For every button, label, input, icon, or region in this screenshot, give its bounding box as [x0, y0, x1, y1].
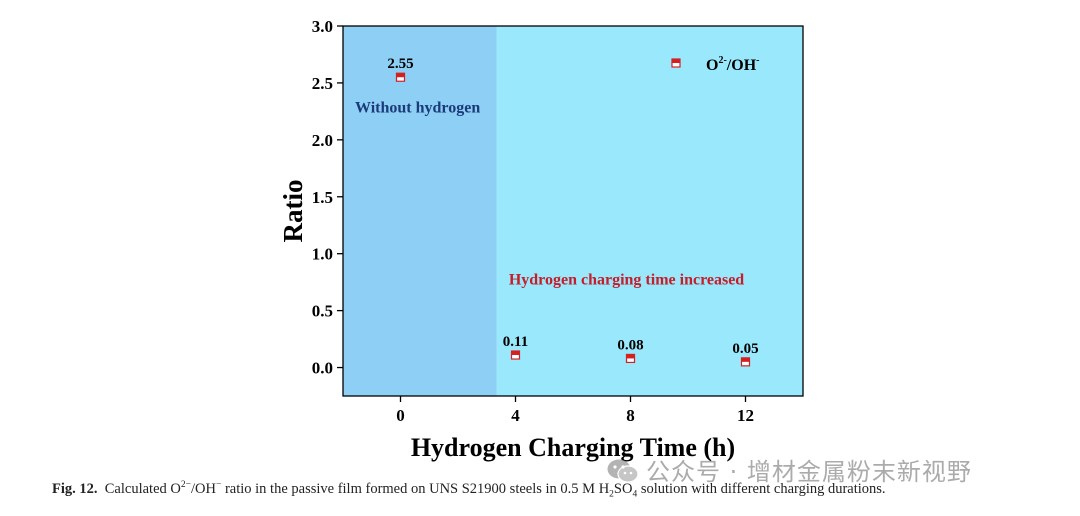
caption-text-2: /OH: [190, 480, 216, 497]
x-tick-label: 8: [626, 406, 635, 425]
y-tick-label: 2.0: [312, 131, 333, 150]
background-region-1: [496, 26, 803, 396]
region-label-without-hydrogen: Without hydrogen: [355, 100, 480, 117]
y-axis-title: Ratio: [278, 180, 308, 243]
x-tick-label: 12: [737, 406, 754, 425]
wechat-icon: [607, 459, 639, 483]
y-tick-label: 1.0: [312, 245, 333, 264]
tick-labels: 0 4 8 12 0.0 0.5 1.0 1.5 2.0 2.5 3.0: [312, 17, 754, 425]
caption-sub-1: 2: [609, 489, 614, 500]
legend: O2-/OH-: [671, 55, 759, 74]
data-label-0: 2.55: [387, 56, 413, 72]
data-label-2: 0.08: [617, 337, 643, 353]
axis-ticks: [337, 25, 747, 402]
x-axis-title: Hydrogen Charging Time (h): [411, 433, 735, 462]
watermark: 公众号 · 增材金属粉末新视野: [606, 452, 972, 487]
watermark-text: 公众号 · 增材金属粉末新视野: [646, 458, 972, 486]
legend-label: O2-/OH-: [706, 55, 759, 74]
y-tick-label: 0.0: [312, 359, 333, 378]
plot-frame: [342, 25, 804, 397]
data-points: [395, 72, 751, 367]
chart: 0 4 8 120.00.51.01.52.02.53.0 2.550.11 0.08 0…: [278, 17, 804, 462]
y-tick-label: 1.5: [312, 188, 333, 207]
caption-text-5: solution with different charging duratio…: [637, 480, 886, 497]
data-point-1: [510, 350, 521, 360]
data-point-3: [740, 357, 751, 367]
legend-marker: [671, 58, 681, 68]
caption-sup-2: −: [215, 480, 222, 490]
caption-fig-label: Fig. 12.: [52, 480, 98, 497]
caption-text-3: ratio in the passive film formed on UNS …: [221, 480, 610, 497]
data-point-0: [395, 72, 406, 82]
background-regions: [343, 26, 803, 396]
y-tick-label: 0.5: [312, 302, 333, 321]
caption-text-1: Calculated O: [104, 480, 181, 497]
data-labels: 2.55 0.11 0.08 0.05: [387, 56, 758, 357]
figure-caption: Fig. 12. Calculated O2−/OH− ratio in the…: [52, 480, 1062, 500]
y-tick-label: 2.5: [312, 74, 333, 93]
caption-sup-1: 2−: [180, 480, 191, 490]
x-tick-label: 0: [396, 406, 405, 425]
y-tick-label: 3.0: [312, 17, 333, 36]
background-region-0: [343, 26, 497, 396]
caption-sub-2: 4: [632, 489, 638, 500]
data-point-2: [625, 353, 636, 364]
data-label-3: 0.05: [732, 341, 758, 357]
data-label-1: 0.11: [503, 334, 528, 350]
legend-marker-square: [671, 58, 681, 68]
x-tick-label: 4: [511, 406, 520, 425]
region-label-hydrogen-charging: Hydrogen charging time increased: [509, 271, 744, 288]
caption-text-4: SO: [613, 480, 633, 497]
